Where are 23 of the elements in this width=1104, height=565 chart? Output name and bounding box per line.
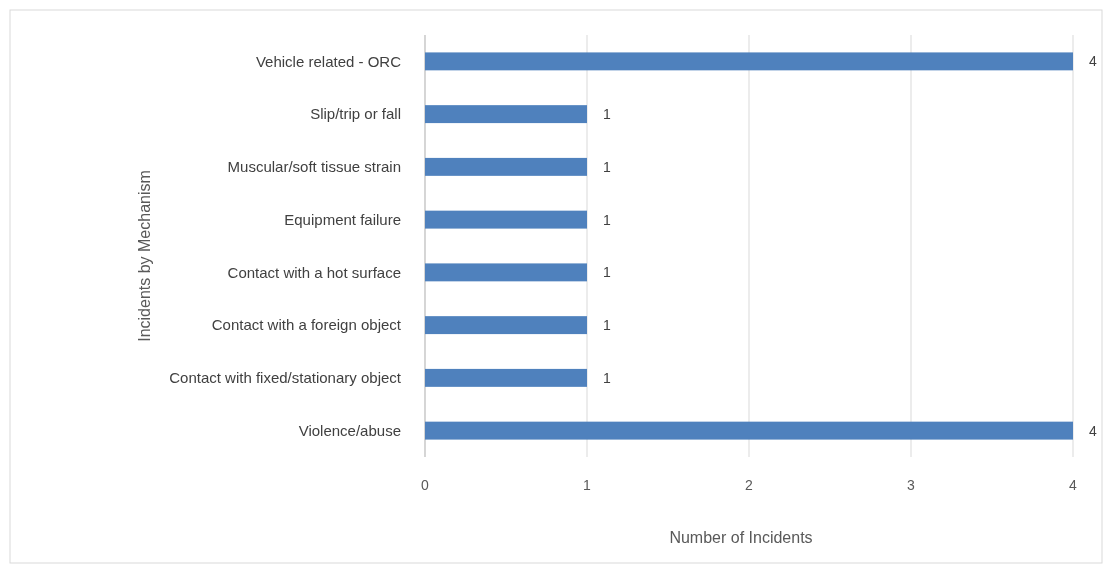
- data-label: 1: [603, 369, 611, 386]
- y-tick-label: Vehicle related - ORC: [255, 52, 402, 70]
- y-axis-title: Incidents by Mechanism: [136, 170, 153, 342]
- y-tick-label: Slip/trip or fall: [310, 105, 401, 123]
- x-tick-label: 2: [745, 477, 754, 493]
- x-tick-label: 4: [1069, 477, 1078, 493]
- y-tick-label: Muscular/soft tissue strain: [227, 158, 401, 176]
- y-tick-label: Contact with fixed/stationary object: [169, 369, 402, 387]
- data-label: 1: [603, 211, 611, 228]
- y-tick-label: Equipment failure: [284, 210, 401, 228]
- data-label: 4: [1089, 53, 1097, 70]
- x-axis-title: Number of Incidents: [669, 529, 813, 546]
- data-label: 1: [603, 158, 611, 175]
- data-label: 1: [603, 106, 611, 123]
- y-tick-label: Contact with a foreign object: [211, 316, 402, 334]
- y-tick-label: Contact with a hot surface: [227, 263, 401, 281]
- data-label: 1: [603, 264, 611, 281]
- x-tick-label: 1: [583, 477, 592, 493]
- x-tick-label: 0: [421, 477, 430, 493]
- y-tick-label: Violence/abuse: [298, 421, 401, 439]
- x-tick-label: 3: [907, 477, 916, 493]
- data-label: 4: [1089, 422, 1097, 439]
- data-label: 1: [603, 317, 611, 334]
